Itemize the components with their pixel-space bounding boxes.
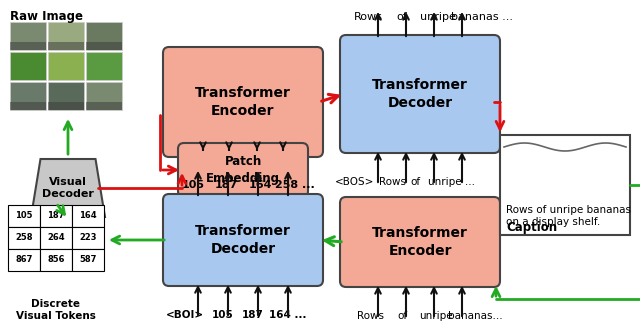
Bar [48, 41, 84, 50]
Bar [8, 205, 40, 227]
Text: 187: 187 [214, 180, 237, 190]
Text: 264: 264 [47, 234, 65, 242]
FancyBboxPatch shape [178, 143, 308, 197]
Text: <BOI>: <BOI> [166, 310, 204, 320]
Bar [48, 22, 84, 50]
Text: unripe: unripe [420, 12, 456, 22]
Text: 856: 856 [47, 256, 65, 264]
Bar [48, 82, 84, 110]
Text: unripe: unripe [419, 311, 453, 321]
Text: 164: 164 [79, 212, 97, 221]
FancyBboxPatch shape [340, 35, 500, 153]
Text: of: of [397, 12, 408, 22]
Bar [86, 41, 122, 50]
Text: 105: 105 [182, 180, 205, 190]
Bar [72, 249, 104, 271]
Bar [10, 82, 46, 110]
Bar [10, 22, 46, 50]
Text: 258 ...: 258 ... [275, 180, 315, 190]
Bar [40, 249, 72, 271]
Bar [8, 227, 40, 249]
Text: 164 ...: 164 ... [269, 310, 307, 320]
Text: unripe ...: unripe ... [429, 177, 476, 187]
Polygon shape [31, 159, 105, 217]
Text: 587: 587 [79, 256, 97, 264]
FancyBboxPatch shape [163, 194, 323, 286]
Text: Raw Image: Raw Image [10, 10, 83, 23]
Text: Transformer
Encoder: Transformer Encoder [195, 86, 291, 118]
Text: 258: 258 [15, 234, 33, 242]
Text: Rows: Rows [378, 177, 406, 187]
Text: Rows: Rows [356, 311, 383, 321]
Bar [48, 102, 84, 110]
Text: 187: 187 [47, 212, 65, 221]
Text: <BOS>: <BOS> [335, 177, 374, 187]
Bar [10, 102, 46, 110]
Text: Discrete
Visual Tokens: Discrete Visual Tokens [16, 299, 96, 321]
Text: Transformer
Decoder: Transformer Decoder [372, 78, 468, 110]
Bar [86, 82, 122, 110]
Text: 105: 105 [15, 212, 33, 221]
Text: bananas ...: bananas ... [451, 12, 513, 22]
Bar [86, 102, 122, 110]
Bar [72, 227, 104, 249]
Bar [72, 205, 104, 227]
FancyBboxPatch shape [163, 47, 323, 157]
Text: Rows: Rows [353, 12, 383, 22]
Bar [10, 41, 46, 50]
FancyBboxPatch shape [340, 197, 500, 287]
Text: Rows of unripe bananas
on a display shelf.: Rows of unripe bananas on a display shel… [506, 205, 631, 226]
Text: Patch
Embedding: Patch Embedding [206, 155, 280, 185]
Bar [48, 52, 84, 80]
Text: Visual
Decoder: Visual Decoder [42, 177, 94, 199]
Bar [40, 205, 72, 227]
Bar [86, 52, 122, 80]
FancyBboxPatch shape [500, 135, 630, 235]
Bar [10, 52, 46, 80]
Text: Transformer
Encoder: Transformer Encoder [372, 226, 468, 258]
Text: Transformer
Decoder: Transformer Decoder [195, 224, 291, 256]
Text: of: of [397, 311, 407, 321]
Bar [86, 22, 122, 50]
Text: bananas...: bananas... [448, 311, 502, 321]
Text: 187: 187 [242, 310, 264, 320]
Bar [40, 227, 72, 249]
Text: 105: 105 [212, 310, 234, 320]
Text: 164: 164 [248, 180, 272, 190]
Text: of: of [410, 177, 420, 187]
Text: 867: 867 [15, 256, 33, 264]
Bar [8, 249, 40, 271]
Text: 223: 223 [79, 234, 97, 242]
Text: Caption: Caption [506, 221, 557, 234]
